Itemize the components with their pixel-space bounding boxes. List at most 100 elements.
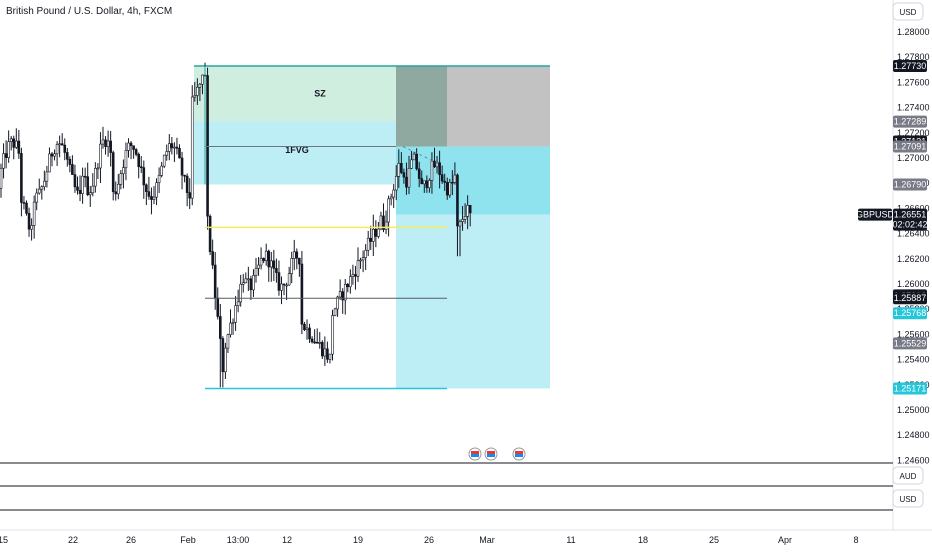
countdown-label: 02:02:42 [892, 220, 927, 230]
candle-15 [37, 178, 41, 195]
candle-body-24 [60, 143, 64, 146]
candle-86 [219, 304, 222, 388]
candle-37 [94, 162, 97, 193]
candle-body-95 [241, 282, 245, 285]
y-tick-13: 1.25400 [897, 355, 930, 365]
candle-body-11 [27, 212, 31, 230]
candle-body-96 [244, 278, 248, 284]
candle-body-107 [272, 260, 276, 269]
y-tick-17: 1.24600 [897, 455, 930, 465]
symbol-badge-bg [858, 208, 892, 221]
candle-41 [104, 136, 107, 155]
candle-body-79 [201, 74, 204, 85]
candle-body-4 [9, 138, 13, 142]
levels-layer [204, 66, 447, 390]
candle-147 [374, 220, 378, 248]
candle-body-28 [71, 164, 74, 175]
candle-9 [22, 196, 26, 210]
candle-173 [440, 165, 444, 184]
candle-101 [257, 257, 260, 276]
candle-52 [132, 145, 135, 159]
candle-body-36 [91, 185, 95, 194]
candle-28 [71, 155, 74, 175]
x-tick-8: Mar [479, 535, 495, 545]
pane-currency-button-usd[interactable]: USD [892, 489, 924, 508]
candle-6 [15, 128, 18, 150]
candle-140 [356, 247, 360, 282]
candle-121 [308, 323, 311, 343]
candle-body-67 [170, 143, 174, 149]
candle-3 [7, 130, 10, 163]
candle-body-182 [463, 216, 467, 220]
y-tick-2: 1.27600 [897, 77, 930, 87]
x-tick-6: 19 [353, 535, 363, 545]
candle-2 [4, 140, 8, 169]
price-badge-1: 1.27289 [893, 115, 927, 128]
candle-body-148 [377, 228, 380, 237]
price-badge-bg-6 [893, 292, 927, 305]
candle-body-21 [53, 153, 56, 157]
candle-144 [366, 230, 370, 257]
event-flag-blue-2 [515, 454, 523, 457]
candle-91 [231, 318, 235, 335]
candle-body-105 [267, 250, 271, 268]
x-tick-2: 26 [126, 535, 136, 545]
candle-96 [244, 272, 248, 284]
price-badge-bg-3 [893, 140, 927, 153]
candle-body-149 [379, 215, 383, 230]
candle-81 [206, 67, 209, 230]
pane-currency-button-aud[interactable]: AUD [892, 466, 924, 485]
candle-body-144 [366, 237, 370, 251]
candle-body-62 [157, 175, 161, 183]
candle-95 [241, 273, 245, 293]
candle-167 [425, 175, 429, 193]
candle-body-68 [173, 146, 176, 149]
candle-body-157 [400, 163, 403, 173]
candle-body-19 [48, 153, 51, 173]
price-badge-label-7: 1.25768 [894, 308, 927, 318]
candle-body-104 [264, 250, 268, 262]
candle-body-33 [83, 175, 87, 178]
candle-body-132 [336, 296, 339, 310]
candle-body-154 [392, 189, 396, 198]
candle-body-44 [111, 152, 115, 193]
candle-body-54 [137, 154, 140, 168]
candle-body-99 [252, 275, 255, 291]
candle-21 [53, 149, 56, 161]
price-badge-label-4: 1.26790 [894, 179, 927, 189]
candle-14 [35, 188, 39, 211]
candle-34 [86, 162, 89, 197]
candle-body-27 [68, 158, 72, 165]
price-badge-label-9: 1.25171 [894, 383, 927, 393]
candle-body-106 [269, 260, 273, 268]
candle-body-39 [99, 143, 102, 169]
candle-183 [466, 195, 469, 230]
candle-body-71 [180, 157, 184, 176]
candle-body-143 [364, 249, 367, 258]
candle-body-125 [318, 342, 322, 344]
currency-button-top[interactable]: USD [892, 2, 924, 21]
pane-currency-label-aud: AUD [900, 472, 917, 481]
candle-body-142 [361, 257, 365, 261]
candle-body-29 [73, 174, 77, 188]
candle-body-84 [213, 264, 217, 299]
candle-182 [463, 203, 467, 224]
candle-body-170 [433, 160, 436, 168]
candle-body-100 [254, 267, 258, 276]
price-badge-bg-9 [893, 382, 927, 395]
candle-body-6 [15, 140, 18, 148]
candle-23 [58, 135, 61, 158]
candle-30 [76, 176, 79, 195]
candle-body-22 [55, 144, 59, 155]
candle-74 [188, 178, 191, 209]
candle-body-42 [106, 140, 110, 147]
candle-67 [170, 136, 174, 155]
candle-10 [25, 200, 28, 216]
event-icons [468, 447, 526, 461]
candle-36 [91, 173, 95, 197]
price-badge-3: 1.27091 [893, 140, 927, 153]
candle-141 [359, 257, 362, 269]
